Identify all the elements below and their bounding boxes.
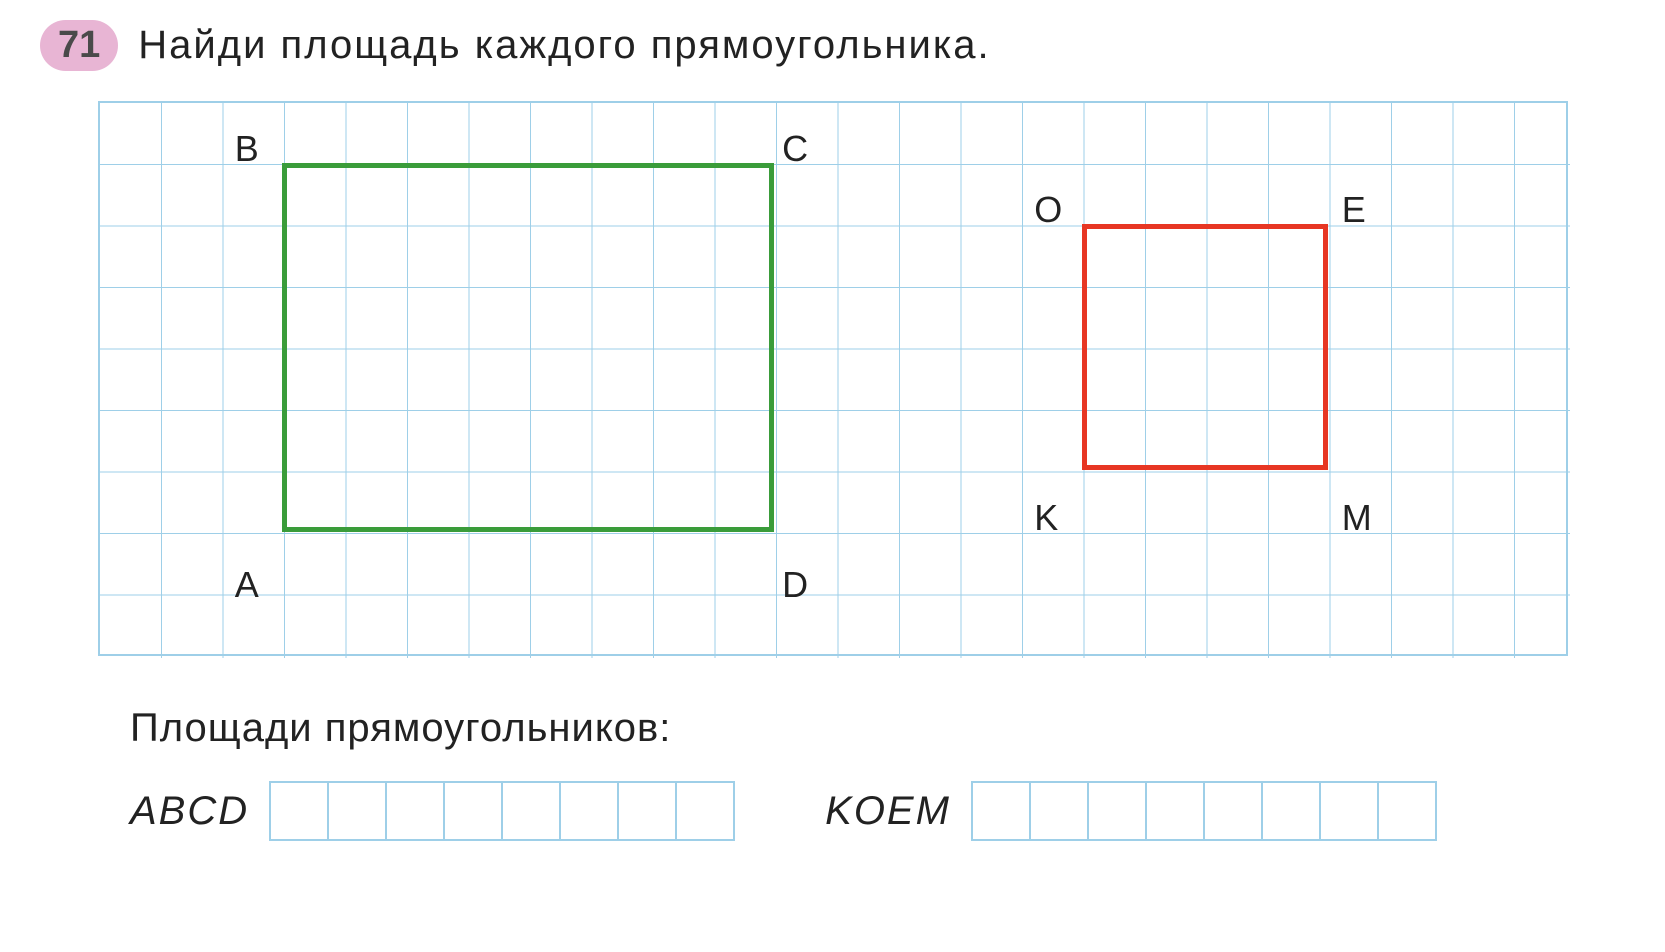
vertex-label-c: C bbox=[782, 128, 808, 170]
answer-box[interactable] bbox=[1145, 781, 1205, 841]
footer-section: Площади прямоугольников: ABCD KOEM bbox=[40, 706, 1625, 841]
vertex-label-o: O bbox=[1034, 189, 1062, 231]
answer-box[interactable] bbox=[1319, 781, 1379, 841]
answer-box[interactable] bbox=[617, 781, 677, 841]
answer-box[interactable] bbox=[1377, 781, 1437, 841]
vertex-label-e: E bbox=[1342, 189, 1366, 231]
answer-box[interactable] bbox=[269, 781, 329, 841]
vertex-label-d: D bbox=[782, 564, 808, 606]
vertex-label-a: A bbox=[235, 564, 259, 606]
grid-area: B C A D O E K M bbox=[98, 101, 1568, 656]
answer-box[interactable] bbox=[675, 781, 735, 841]
rectangle-abcd bbox=[282, 163, 774, 532]
problem-number-badge: 71 bbox=[40, 20, 118, 71]
answer-box[interactable] bbox=[501, 781, 561, 841]
answer-label-koem: KOEM bbox=[825, 789, 951, 834]
answer-group-koem: KOEM bbox=[825, 781, 1437, 841]
answer-box[interactable] bbox=[327, 781, 387, 841]
vertex-label-m: M bbox=[1342, 497, 1372, 539]
answer-box[interactable] bbox=[1203, 781, 1263, 841]
vertex-label-b: B bbox=[235, 128, 259, 170]
footer-title: Площади прямоугольников: bbox=[130, 706, 1625, 751]
answer-box[interactable] bbox=[1087, 781, 1147, 841]
answer-box[interactable] bbox=[443, 781, 503, 841]
answer-group-abcd: ABCD bbox=[130, 781, 735, 841]
problem-header: 71 Найди площадь каждого прямоугольника. bbox=[40, 20, 1625, 71]
answer-boxes-koem bbox=[971, 781, 1437, 841]
answer-label-abcd: ABCD bbox=[130, 789, 249, 834]
vertex-label-k: K bbox=[1034, 497, 1058, 539]
answer-box[interactable] bbox=[559, 781, 619, 841]
answer-box[interactable] bbox=[1029, 781, 1089, 841]
answer-box[interactable] bbox=[971, 781, 1031, 841]
rectangle-koem bbox=[1082, 224, 1328, 470]
answer-boxes-abcd bbox=[269, 781, 735, 841]
problem-text: Найди площадь каждого прямоугольника. bbox=[138, 23, 990, 68]
answer-box[interactable] bbox=[385, 781, 445, 841]
answer-row: ABCD KOEM bbox=[130, 781, 1625, 841]
answer-box[interactable] bbox=[1261, 781, 1321, 841]
